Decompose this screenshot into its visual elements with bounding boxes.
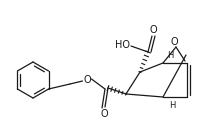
Text: H: H xyxy=(167,51,173,60)
Text: O: O xyxy=(100,109,108,119)
Text: O: O xyxy=(170,37,178,47)
Text: O: O xyxy=(83,75,91,85)
Text: O: O xyxy=(149,25,157,35)
Text: H: H xyxy=(169,100,175,109)
Text: HO: HO xyxy=(114,40,130,50)
